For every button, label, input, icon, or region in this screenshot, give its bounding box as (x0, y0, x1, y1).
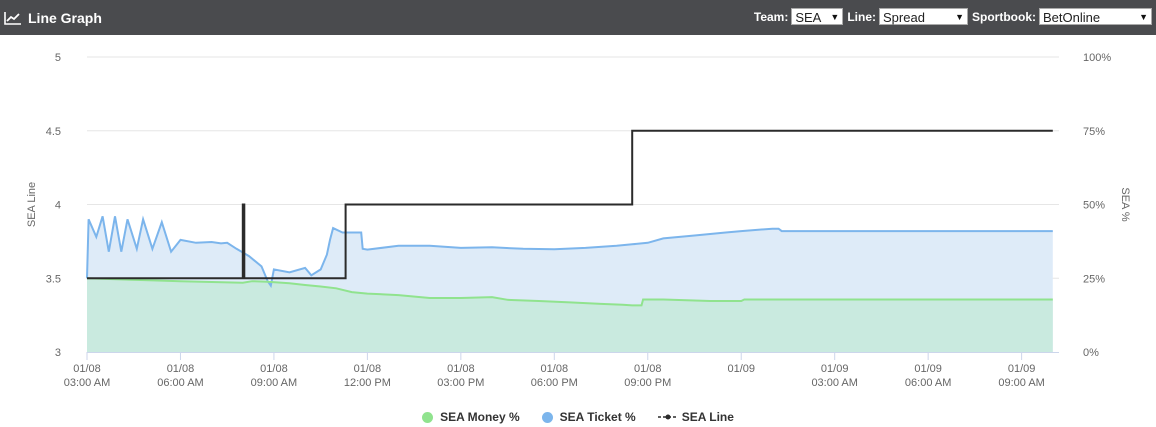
y-right-tick-label: 25% (1083, 273, 1105, 285)
x-tick-date: 01/08 (354, 363, 382, 375)
x-tick-date: 01/09 (821, 363, 849, 375)
x-tick-time: 06:00 AM (157, 377, 203, 389)
x-tick-time: 06:00 AM (905, 377, 951, 389)
x-tick-time: 09:00 AM (251, 377, 297, 389)
legend-label-ticket: SEA Ticket % (559, 410, 636, 424)
line-chart: 3 0% 3.5 25% 4 50% 4.5 75% 5 100% 01/08 03:00 AM 01/… (26, 52, 1131, 389)
sportbook-select-value: BetOnline (1043, 10, 1101, 25)
line-select[interactable]: Spread ▼ (879, 8, 968, 25)
x-tick-time: 09:00 AM (998, 377, 1044, 389)
x-tick-date: 01/09 (1008, 363, 1036, 375)
x-tick-date: 01/08 (541, 363, 569, 375)
line-chart-icon (4, 11, 21, 25)
x-tick-time: 03:00 AM (64, 377, 110, 389)
x-tick-time: 09:00 PM (624, 377, 671, 389)
sea-line-series (87, 129, 1053, 280)
sportbook-select[interactable]: BetOnline ▼ (1039, 8, 1152, 25)
legend-label-line: SEA Line (681, 410, 734, 424)
y-right-axis-title: SEA % (1119, 187, 1131, 221)
y-right-tick-label: 100% (1083, 52, 1111, 64)
y-left-tick-label: 4 (55, 200, 61, 212)
x-tick-date: 01/09 (727, 363, 755, 375)
y-right-tick-label: 50% (1083, 200, 1105, 212)
x-tick-date: 01/08 (167, 363, 195, 375)
chevron-down-icon: ▼ (955, 12, 964, 22)
y-right-tick-label: 0% (1083, 347, 1099, 359)
y-right-tick-label: 75% (1083, 126, 1105, 138)
y-left-tick-label: 3 (55, 347, 61, 359)
x-tick-date: 01/08 (447, 363, 475, 375)
x-tick-date: 01/08 (260, 363, 288, 375)
chart-header: Line Graph Team: SEA ▼ Line: Spread ▼ Sp… (0, 0, 1156, 35)
ticket-series-line (86, 215, 1053, 289)
y-left-tick-label: 4.5 (46, 126, 61, 138)
page-title: Line Graph (28, 9, 102, 26)
sportbook-label: Sportbook: (972, 9, 1036, 24)
y-left-tick-label: 5 (55, 52, 61, 64)
y-left-axis-title: SEA Line (26, 182, 38, 227)
money-area (87, 278, 1053, 352)
x-tick-time: 03:00 PM (437, 377, 484, 389)
chart-legend: SEA Money % SEA Ticket % SEA Line (0, 408, 1156, 426)
legend-item-money[interactable]: SEA Money % (422, 410, 520, 424)
line-legend-symbol (657, 414, 678, 420)
title-group: Line Graph (4, 0, 102, 35)
chevron-down-icon: ▼ (1139, 12, 1148, 22)
team-select[interactable]: SEA ▼ (791, 8, 844, 25)
line-select-value: Spread (883, 10, 925, 25)
y-left-tick-label: 3.5 (46, 273, 61, 285)
x-tick-time: 06:00 PM (531, 377, 578, 389)
chart-controls: Team: SEA ▼ Line: Spread ▼ Sportbook: Be… (754, 8, 1152, 25)
legend-item-line[interactable]: SEA Line (657, 410, 734, 424)
money-legend-dot (422, 411, 434, 423)
ticket-legend-dot (541, 411, 553, 423)
x-tick-date: 01/09 (914, 363, 942, 375)
team-label: Team: (753, 9, 789, 24)
x-tick-date: 01/08 (634, 363, 662, 375)
x-tick-time: 03:00 AM (811, 377, 857, 389)
x-tick-date: 01/08 (73, 363, 101, 375)
legend-label-money: SEA Money % (440, 410, 520, 424)
money-series-line (86, 277, 1053, 307)
team-select-value: SEA (795, 10, 822, 25)
x-tick-time: 12:00 PM (344, 377, 391, 389)
line-label: Line: (847, 9, 876, 24)
legend-item-ticket[interactable]: SEA Ticket % (541, 410, 636, 424)
chevron-down-icon: ▼ (830, 12, 840, 22)
